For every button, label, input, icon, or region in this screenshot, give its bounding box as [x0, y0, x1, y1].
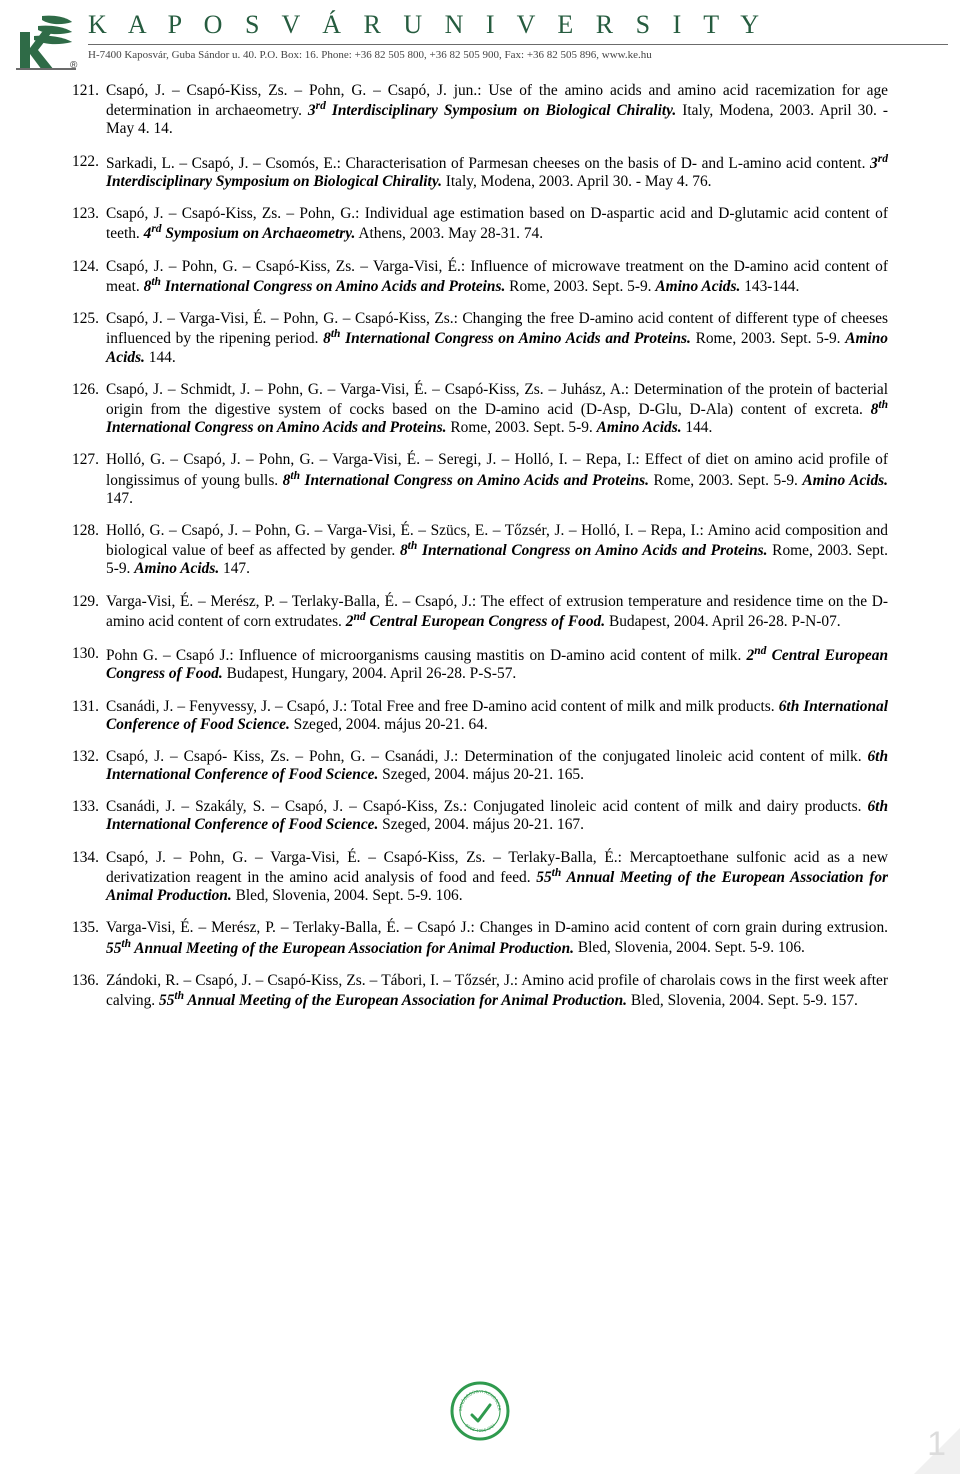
university-logo: ® — [12, 10, 80, 76]
reference-text: Csapó, J. – Csapó-Kiss, Zs. – Pohn, G.: … — [106, 205, 888, 243]
reference-item: 134.Csapó, J. – Pohn, G. – Varga-Visi, É… — [72, 849, 888, 906]
reference-item: 136.Zándoki, R. – Csapó, J. – Csapó-Kiss… — [72, 972, 888, 1010]
quality-seal-icon: MINŐSÉGÜGYI RENDSZER ISO 9001:2000 — [450, 1381, 510, 1446]
page-number: 1 — [927, 1425, 946, 1464]
reference-number: 131. — [72, 698, 106, 734]
reference-number: 125. — [72, 310, 106, 367]
reference-text: Csapó, J. – Csapó-Kiss, Zs. – Pohn, G. –… — [106, 82, 888, 139]
reference-number: 130. — [72, 645, 106, 683]
reference-item: 132.Csapó, J. – Csapó- Kiss, Zs. – Pohn,… — [72, 748, 888, 784]
reference-item: 130.Pohn G. – Csapó J.: Influence of mic… — [72, 645, 888, 683]
reference-item: 133.Csanádi, J. – Szakály, S. – Csapó, J… — [72, 798, 888, 834]
reference-item: 123.Csapó, J. – Csapó-Kiss, Zs. – Pohn, … — [72, 205, 888, 243]
reference-number: 121. — [72, 82, 106, 139]
header-text-block: K A P O S V Á R U N I V E R S I T Y H-74… — [80, 10, 948, 76]
reference-number: 122. — [72, 153, 106, 191]
reference-number: 128. — [72, 522, 106, 579]
reference-text: Csanádi, J. – Szakály, S. – Csapó, J. – … — [106, 798, 888, 834]
reference-text: Varga-Visi, É. – Merész, P. – Terlaky-Ba… — [106, 919, 888, 957]
reference-item: 135.Varga-Visi, É. – Merész, P. – Terlak… — [72, 919, 888, 957]
reference-item: 121.Csapó, J. – Csapó-Kiss, Zs. – Pohn, … — [72, 82, 888, 139]
reference-number: 126. — [72, 381, 106, 438]
reference-item: 127.Holló, G. – Csapó, J. – Pohn, G. – V… — [72, 451, 888, 508]
reference-text: Csanádi, J. – Fenyvessy, J. – Csapó, J.:… — [106, 698, 888, 734]
reference-list: 121.Csapó, J. – Csapó-Kiss, Zs. – Pohn, … — [72, 82, 888, 1010]
reference-text: Holló, G. – Csapó, J. – Pohn, G. – Varga… — [106, 522, 888, 579]
reference-number: 127. — [72, 451, 106, 508]
reference-text: Sarkadi, L. – Csapó, J. – Csomós, E.: Ch… — [106, 153, 888, 191]
reference-item: 131.Csanádi, J. – Fenyvessy, J. – Csapó,… — [72, 698, 888, 734]
reference-number: 124. — [72, 258, 106, 296]
reference-number: 134. — [72, 849, 106, 906]
reference-item: 126.Csapó, J. – Schmidt, J. – Pohn, G. –… — [72, 381, 888, 438]
reference-text: Csapó, J. – Varga-Visi, É. – Pohn, G. – … — [106, 310, 888, 367]
reference-item: 129.Varga-Visi, É. – Merész, P. – Terlak… — [72, 593, 888, 631]
reference-number: 133. — [72, 798, 106, 834]
reference-number: 129. — [72, 593, 106, 631]
reference-text: Csapó, J. – Schmidt, J. – Pohn, G. – Var… — [106, 381, 888, 438]
reference-text: Csapó, J. – Pohn, G. – Varga-Visi, É. – … — [106, 849, 888, 906]
reference-number: 136. — [72, 972, 106, 1010]
reference-text: Holló, G. – Csapó, J. – Pohn, G. – Varga… — [106, 451, 888, 508]
reference-item: 125.Csapó, J. – Varga-Visi, É. – Pohn, G… — [72, 310, 888, 367]
reference-text: Varga-Visi, É. – Merész, P. – Terlaky-Ba… — [106, 593, 888, 631]
reference-item: 128.Holló, G. – Csapó, J. – Pohn, G. – V… — [72, 522, 888, 579]
reference-item: 122.Sarkadi, L. – Csapó, J. – Csomós, E.… — [72, 153, 888, 191]
reference-number: 123. — [72, 205, 106, 243]
reference-text: Pohn G. – Csapó J.: Influence of microor… — [106, 645, 888, 683]
reference-text: Csapó, J. – Pohn, G. – Csapó-Kiss, Zs. –… — [106, 258, 888, 296]
page-header: ® K A P O S V Á R U N I V E R S I T Y H-… — [12, 0, 948, 76]
reference-text: Csapó, J. – Csapó- Kiss, Zs. – Pohn, G. … — [106, 748, 888, 784]
university-address: H-7400 Kaposvár, Guba Sándor u. 40. P.O.… — [88, 47, 948, 61]
reference-text: Zándoki, R. – Csapó, J. – Csapó-Kiss, Zs… — [106, 972, 888, 1010]
header-rule — [88, 44, 948, 45]
reference-number: 135. — [72, 919, 106, 957]
university-title: K A P O S V Á R U N I V E R S I T Y — [88, 10, 948, 42]
svg-text:®: ® — [70, 60, 78, 71]
page: ® K A P O S V Á R U N I V E R S I T Y H-… — [0, 0, 960, 1474]
reference-number: 132. — [72, 748, 106, 784]
reference-item: 124.Csapó, J. – Pohn, G. – Csapó-Kiss, Z… — [72, 258, 888, 296]
